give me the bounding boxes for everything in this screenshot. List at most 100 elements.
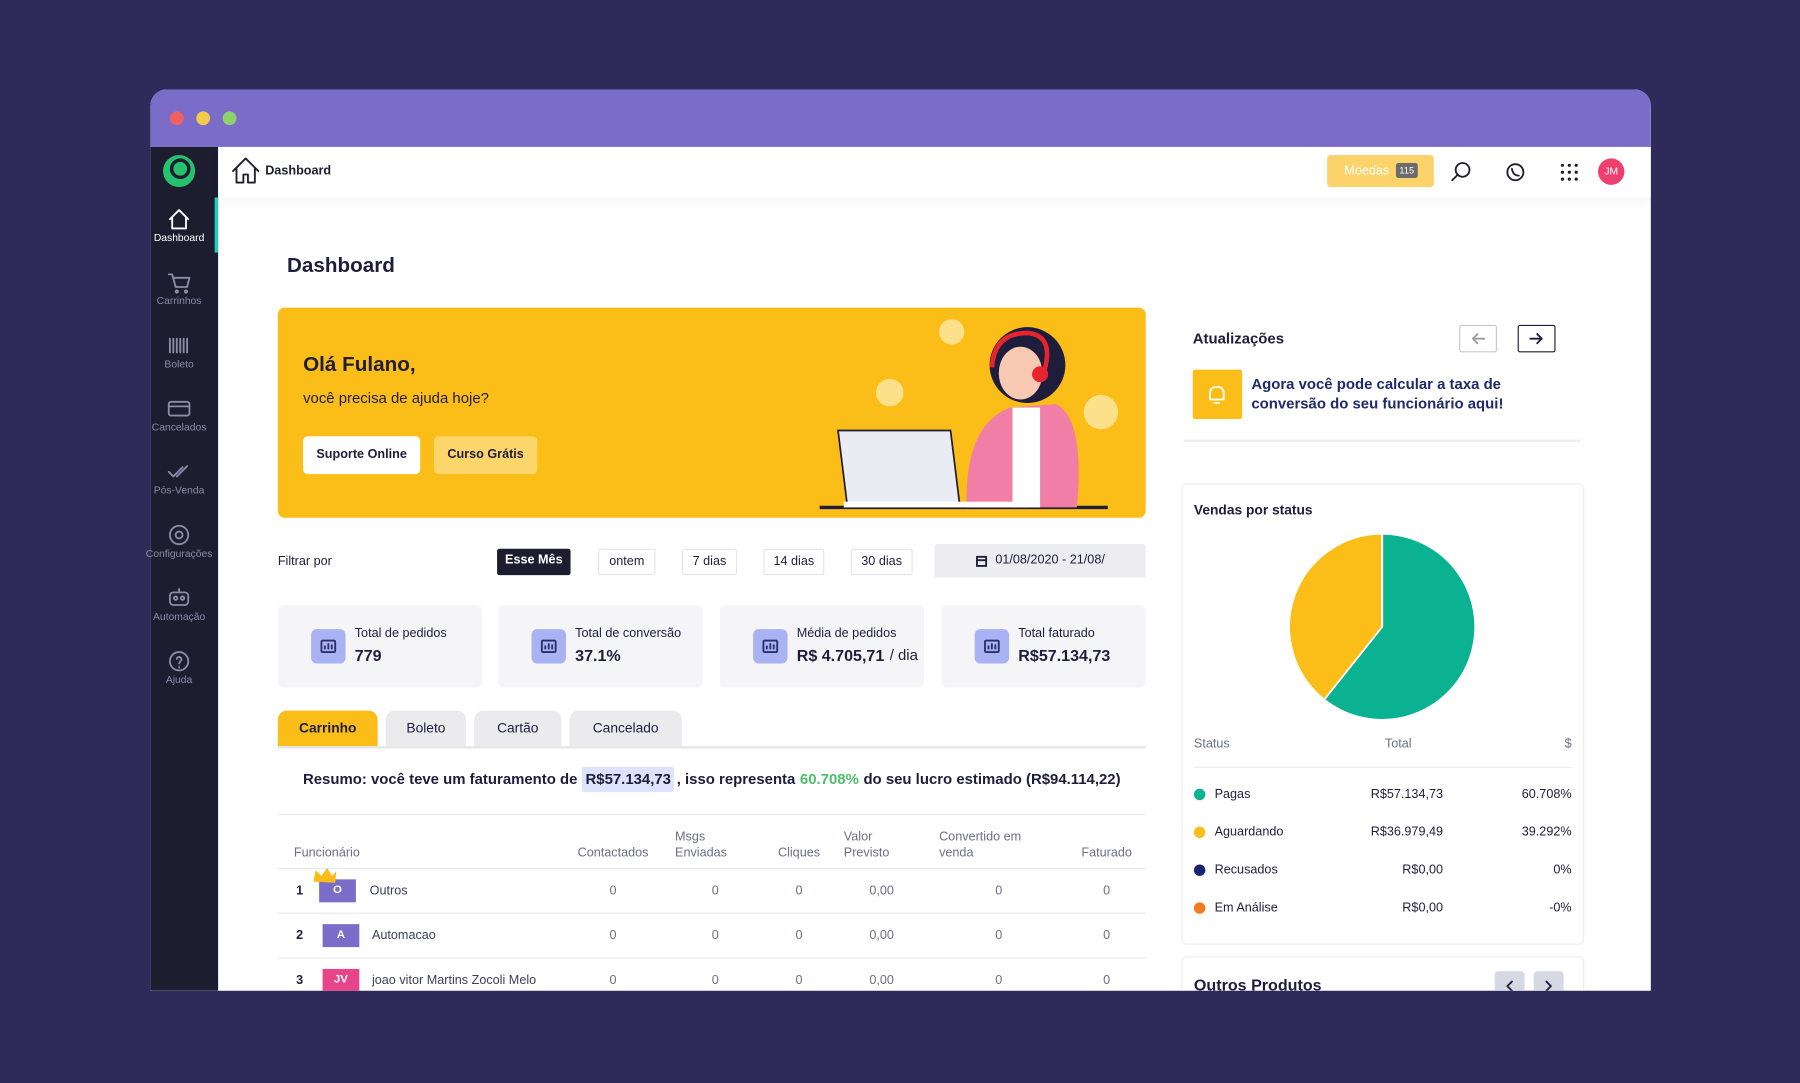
column-header: Total	[1384, 737, 1412, 751]
stat-unit: / dia	[889, 646, 918, 664]
table-cell: 0	[795, 883, 803, 898]
row-line	[277, 912, 1146, 914]
status-total: R$0,00	[1402, 863, 1444, 878]
table-header: Msgs Enviadas	[675, 830, 727, 860]
filter-label: Filtrar por	[277, 554, 332, 569]
table-cell: 0	[1103, 928, 1111, 943]
table-cell: 0,00	[869, 883, 894, 898]
value-label: 60.708%	[1521, 787, 1572, 802]
stat-icon	[311, 629, 346, 664]
legend-label: Em Análise	[1214, 901, 1278, 915]
summary-suffix: do seu lucro estimado (R$94.114,22)	[863, 770, 1121, 788]
value-label: -0%	[1549, 901, 1572, 915]
content: Dashboard Carrinhos Boleto Cancelados Pós-Ve…	[145, 154, 1625, 991]
sidebar-item[interactable]: Boleto	[164, 358, 194, 370]
legend-label: Aguardando	[1214, 825, 1284, 840]
prev-button[interactable]	[1459, 324, 1497, 353]
rank: 1	[296, 883, 304, 898]
employee-name: Automacao	[371, 928, 436, 943]
stat-label: Total de pedidos	[354, 626, 447, 641]
legend-label: Recusados	[1214, 863, 1278, 878]
tab[interactable]: Boleto	[385, 710, 467, 747]
stat-icon	[974, 629, 1010, 664]
sidebar-item[interactable]: Configurações	[145, 547, 213, 560]
filter-option[interactable]: 30 dias	[850, 548, 913, 576]
table-header: Valor Previsto	[843, 830, 890, 860]
column-header: $	[1564, 737, 1572, 751]
status-total: R$36.979,49	[1370, 825, 1444, 840]
coins-count: 115	[1395, 163, 1418, 178]
stat-label: Média de pedidos	[796, 626, 897, 641]
value-label: 39.292%	[1521, 825, 1572, 840]
page-title: Dashboard	[287, 253, 395, 277]
legend-label: Pagas	[1214, 787, 1251, 802]
status-total: R$57.134,73	[1370, 787, 1444, 802]
summary-prefix: Resumo: você teve um faturamento de	[302, 770, 578, 788]
table-header: Funcionário	[293, 846, 360, 860]
column-header: Status	[1193, 737, 1230, 751]
badge: JV	[322, 968, 360, 991]
stat-label: Total de conversão	[575, 626, 682, 641]
coins-label: Moedas	[1344, 164, 1390, 178]
carousel-button[interactable]	[1533, 971, 1564, 991]
next-button[interactable]	[1517, 324, 1556, 353]
tab[interactable]: Cartão	[474, 710, 562, 747]
products-title: Outros Produtos	[1193, 975, 1322, 991]
banner-button[interactable]: Curso Grátis	[433, 436, 538, 475]
value-label: 0%	[1553, 863, 1572, 878]
filter-option[interactable]: 7 dias	[681, 548, 738, 576]
summary-amount: R$57.134,73	[582, 766, 675, 793]
sidebar-item[interactable]: Pós-Venda	[153, 484, 205, 496]
tab[interactable]: Cancelado	[569, 710, 682, 747]
status-line	[1193, 766, 1572, 769]
stat-icon	[753, 629, 788, 664]
sidebar-item[interactable]: Carrinhos	[156, 295, 202, 307]
products-card	[1181, 956, 1585, 991]
filter-option[interactable]: 14 dias	[763, 548, 825, 576]
filter-option[interactable]: Esse Mês	[497, 548, 571, 576]
titlebar	[150, 89, 1651, 147]
banner	[277, 307, 1146, 518]
table-cell: 0	[995, 973, 1003, 988]
updates-message: Agora você pode calcular a taxa de conve…	[1251, 375, 1504, 413]
coins-button[interactable]: Moedas 115	[1327, 154, 1434, 188]
carousel-button[interactable]	[1494, 971, 1525, 991]
sidebar-item[interactable]: Ajuda	[165, 673, 193, 686]
badge: O	[319, 879, 356, 903]
table-cell: 0	[1103, 883, 1111, 898]
table-cell: 0	[795, 928, 803, 943]
summary-middle: , isso representa	[676, 770, 796, 788]
employee-name: joao vitor Martins Zocoli Melo	[371, 973, 537, 988]
tab[interactable]: Carrinho	[277, 710, 378, 747]
rank: 3	[296, 973, 304, 988]
rank: 2	[296, 928, 304, 943]
banner-greeting: Olá Fulano,	[303, 352, 416, 376]
avatar[interactable]: JM	[1598, 158, 1625, 185]
updates-title: Atualizações	[1192, 329, 1285, 347]
stat-value: 37.1%	[575, 646, 621, 665]
tab-line	[277, 746, 1146, 749]
banner-question: você precisa de ajuda hoje?	[303, 389, 489, 407]
table-cell: 0	[1103, 973, 1111, 988]
banner-button[interactable]: Suporte Online	[303, 436, 421, 475]
table-cell: 0	[795, 973, 803, 988]
table-header: Contactados	[577, 846, 649, 860]
sidebar-item[interactable]: Dashboard	[153, 231, 205, 244]
table-header: Convertido em venda	[939, 830, 1022, 860]
summary: Resumo: você teve um faturamento de R$57.…	[278, 766, 1146, 793]
date-range[interactable]: 01/08/2020 - 21/08/	[934, 544, 1146, 578]
stat-value: R$ 4.705,71	[796, 646, 885, 665]
table-line	[277, 813, 1146, 816]
date-text: 01/08/2020 - 21/08/	[995, 553, 1105, 568]
row-line	[277, 957, 1146, 959]
sidebar-item[interactable]: Cancelados	[151, 421, 207, 433]
sidebar-item[interactable]: Automação	[152, 610, 206, 623]
stat-label: Total faturado	[1018, 626, 1095, 641]
updates-line	[1183, 439, 1581, 442]
filter-option[interactable]: ontem	[598, 548, 656, 576]
table-cell: 0	[609, 973, 617, 988]
table-cell: 0	[609, 883, 617, 898]
table-header: Faturado	[1081, 846, 1132, 860]
